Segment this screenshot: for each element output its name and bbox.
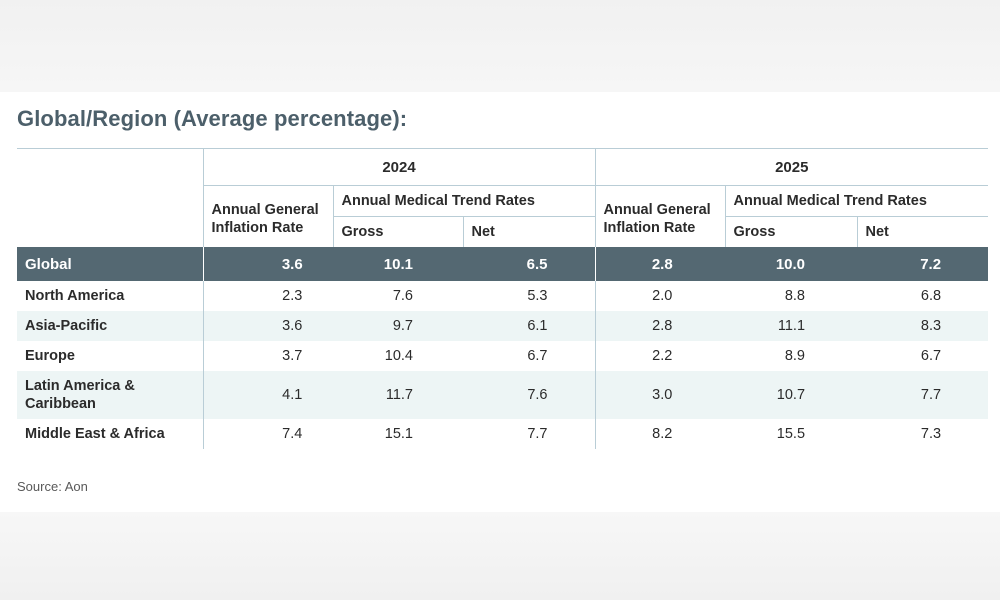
value-net-2024: 6.7: [527, 348, 548, 364]
global-label: Global: [17, 247, 203, 281]
value-gross-2025: 10.7: [725, 371, 858, 419]
value-gross-2024: 15.1: [384, 426, 413, 442]
trend-header-2024: Annual Medical Trend Rates: [332, 185, 596, 217]
value-infl-2024: 7.4: [202, 419, 333, 449]
global-value-gross-2025: 10.0: [725, 247, 858, 281]
global-value-infl-2024: 3.6: [202, 247, 333, 281]
value-net-2025: 6.7: [920, 348, 942, 364]
value-gross-2025: 8.8: [784, 288, 806, 304]
value-gross-2024: 11.7: [333, 371, 463, 419]
value-infl-2025: 2.2: [594, 341, 726, 371]
region-label: Europe: [25, 348, 75, 364]
value-infl-2024: 2.3: [202, 281, 333, 311]
value-infl-2024: 3.7: [202, 341, 333, 371]
value-net-2024: 7.6: [463, 371, 596, 419]
value-infl-2025: 2.8: [594, 311, 726, 341]
top-band: [0, 0, 1000, 92]
table-row: Asia-Pacific 3.6 9.7 6.1 2.8 11.1 8.3: [17, 311, 989, 341]
gross-header-2025: Gross: [724, 216, 858, 247]
global-value-infl-2025: 2.8: [594, 247, 726, 281]
region-label: Middle East & Africa: [25, 426, 165, 442]
value-net-2024: 7.7: [527, 426, 548, 442]
global-value-net-2025: 7.2: [857, 247, 989, 281]
table-row: Middle East & Africa 7.4 15.1 7.7 8.2 15.5 7.3: [17, 419, 988, 449]
net-header-2024: Net: [462, 216, 596, 247]
table-row: Europe 3.7 10.4 6.7 2.2 8.9 6.7: [17, 341, 988, 371]
value-gross-2024: 10.4: [384, 348, 413, 364]
trend-header-2025: Annual Medical Trend Rates: [724, 185, 989, 217]
value-net-2025: 8.3: [857, 311, 989, 341]
header-corner: [17, 148, 203, 186]
region-label: Asia-Pacific: [17, 311, 203, 341]
value-gross-2024: 9.7: [333, 311, 463, 341]
global-value-gross-2024: 10.1: [333, 247, 463, 281]
value-gross-2025: 8.9: [784, 348, 806, 364]
value-net-2024: 5.3: [527, 288, 548, 304]
region-header: [17, 186, 203, 248]
value-infl-2024: 3.6: [202, 311, 333, 341]
source-note: Source: Aon: [17, 479, 88, 494]
value-infl-2025: 8.2: [594, 419, 726, 449]
year-header-2024: 2024: [202, 148, 596, 186]
value-gross-2025: 11.1: [725, 311, 858, 341]
global-value-net-2024: 6.5: [463, 247, 596, 281]
value-net-2025: 7.3: [920, 426, 942, 442]
value-gross-2024: 7.6: [392, 288, 413, 304]
table-row: Latin America & Caribbean 4.1 11.7 7.6 3.0 10…: [17, 371, 989, 419]
region-label: Latin America & Caribbean: [17, 371, 203, 419]
inflation-header-2025: Annual General Inflation Rate: [594, 185, 726, 247]
year-header-2025: 2025: [594, 148, 989, 186]
table-row: North America 2.3 7.6 5.3 2.0 8.8 6.8: [17, 281, 988, 311]
value-net-2024: 6.1: [463, 311, 596, 341]
net-header-2025: Net: [856, 216, 989, 247]
value-gross-2025: 15.5: [776, 426, 806, 442]
inflation-header-2024: Annual General Inflation Rate: [202, 185, 333, 247]
value-net-2025: 6.8: [920, 288, 942, 304]
medical-trend-table: 2024 2025 Annual General Inflation Rate …: [17, 148, 989, 449]
global-row: Global 3.6 10.1 6.5 2.8 10.0 7.2: [17, 247, 989, 281]
region-label: North America: [25, 288, 125, 304]
bottom-band: [0, 512, 1000, 600]
page-title: Global/Region (Average percentage):: [17, 106, 408, 131]
value-infl-2025: 3.0: [594, 371, 726, 419]
value-infl-2024: 4.1: [202, 371, 333, 419]
value-infl-2025: 2.0: [594, 281, 726, 311]
value-net-2025: 7.7: [857, 371, 989, 419]
gross-header-2024: Gross: [332, 216, 463, 247]
